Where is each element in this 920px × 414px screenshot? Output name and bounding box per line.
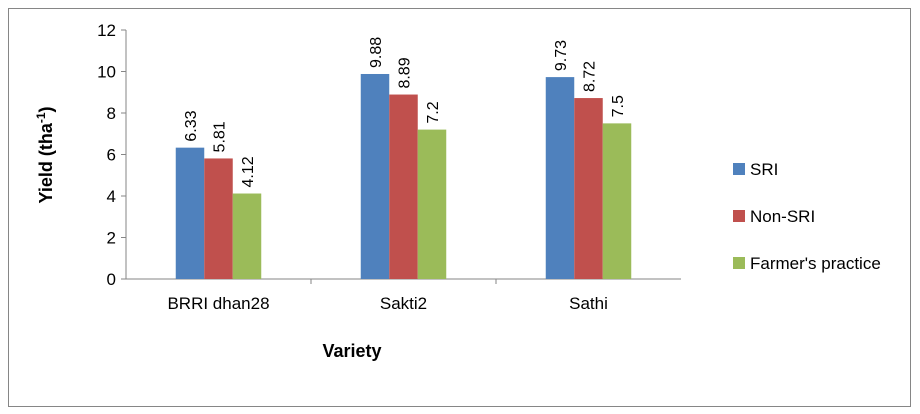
legend-swatch — [733, 257, 745, 269]
value-label: 8.72 — [582, 61, 599, 92]
bar — [602, 123, 632, 279]
legend-swatch — [733, 210, 745, 222]
x-tick-label: Sathi — [569, 294, 608, 313]
bar — [204, 158, 233, 279]
bar — [545, 77, 575, 279]
bar — [232, 193, 262, 279]
bar — [417, 129, 447, 279]
value-label: 5.81 — [212, 121, 229, 152]
value-label: 4.12 — [240, 156, 257, 187]
y-tick-label: 2 — [107, 229, 116, 248]
bar — [389, 94, 418, 279]
y-tick-label: 4 — [107, 187, 116, 206]
y-tick-label: 0 — [107, 270, 116, 289]
legend-label: Farmer's practice — [750, 254, 881, 273]
legend-swatch — [733, 163, 745, 175]
bar — [574, 98, 603, 279]
y-tick-label: 12 — [97, 21, 116, 40]
bar — [360, 73, 390, 280]
bar — [175, 147, 205, 279]
value-label: 9.88 — [368, 37, 385, 68]
y-tick-label: 8 — [107, 104, 116, 123]
x-tick-label: Sakti2 — [380, 294, 427, 313]
y-tick-label: 10 — [97, 63, 116, 82]
chart-frame — [8, 8, 911, 407]
y-tick-label: 6 — [107, 146, 116, 165]
value-label: 7.2 — [425, 101, 442, 123]
value-label: 9.73 — [553, 40, 570, 71]
y-label-text: ) — [36, 106, 56, 112]
y-axis-label: Yield (tha-1) — [34, 106, 56, 203]
y-label-text: Yield (tha — [36, 122, 56, 203]
x-axis-label: Variety — [322, 341, 381, 361]
value-label: 6.33 — [183, 110, 200, 141]
x-tick-label: BRRI dhan28 — [167, 294, 269, 313]
value-label: 8.89 — [397, 57, 414, 88]
y-label-sup: -1 — [34, 112, 48, 123]
value-label: 7.5 — [610, 95, 627, 117]
legend-label: Non-SRI — [750, 207, 815, 226]
legend-label: SRI — [750, 160, 778, 179]
